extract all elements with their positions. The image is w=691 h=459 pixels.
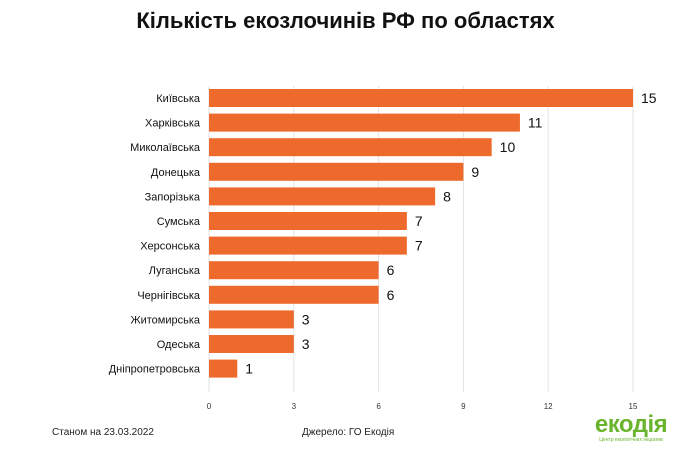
- bar: [209, 187, 436, 206]
- logo-tagline: Центр екологічних ініціатив: [599, 437, 663, 443]
- ekodiia-logo: екодія Центр екологічних ініціатив: [585, 413, 677, 453]
- x-tick-label: 0: [207, 402, 212, 411]
- x-tick-label: 3: [292, 402, 297, 411]
- category-label: Донецька: [151, 167, 201, 179]
- category-label: Київська: [156, 93, 201, 105]
- x-tick-label: 6: [376, 402, 381, 411]
- bar: [209, 89, 633, 107]
- bar: [209, 138, 492, 157]
- value-label: 1: [245, 361, 253, 377]
- category-label: Херсонська: [140, 241, 201, 253]
- source-note: Джерело: ГО Екодія: [302, 427, 395, 438]
- bar: [209, 310, 294, 329]
- category-label: Житомирська: [130, 314, 200, 326]
- chart-title: Кількість екозлочинів РФ по областях: [136, 8, 555, 33]
- bar: [209, 285, 379, 304]
- value-label: 8: [443, 188, 451, 204]
- value-label: 15: [641, 90, 657, 106]
- value-label: 7: [415, 213, 423, 229]
- value-label: 7: [415, 238, 423, 254]
- x-axis-ticks: 0 3 6 9 12 15: [207, 402, 638, 411]
- x-tick-label: 15: [629, 402, 638, 411]
- bars: [209, 89, 633, 378]
- bar: [209, 359, 238, 378]
- value-label: 11: [528, 115, 543, 131]
- value-label: 3: [302, 311, 310, 327]
- category-label: Харківська: [145, 118, 201, 130]
- bar: [209, 335, 294, 353]
- category-label: Луганська: [149, 265, 201, 277]
- category-label: Одеська: [157, 339, 201, 351]
- value-labels: 15 11 10 9 8 7 7 6 6 3 3 1: [245, 90, 657, 377]
- category-labels: Київська Харківська Миколаївська Донецька За…: [109, 93, 201, 376]
- category-label: Сумська: [157, 216, 201, 228]
- logo-wordmark: екодія: [594, 411, 668, 438]
- x-tick-label: 9: [461, 402, 466, 411]
- x-tick-label: 12: [544, 402, 553, 411]
- bar: [209, 113, 520, 132]
- category-label: Запорізька: [145, 191, 201, 203]
- value-label: 6: [387, 262, 395, 278]
- value-label: 9: [471, 164, 479, 180]
- category-label: Чернігівська: [137, 290, 201, 302]
- value-label: 10: [500, 139, 516, 155]
- bar: [209, 212, 407, 230]
- bar: [209, 261, 379, 280]
- category-label: Миколаївська: [130, 142, 201, 154]
- date-note: Станом на 23.03.2022: [52, 427, 154, 438]
- value-label: 3: [302, 336, 310, 352]
- bar: [209, 162, 464, 181]
- value-label: 6: [387, 287, 395, 303]
- category-label: Дніпропетровська: [109, 364, 201, 376]
- bar: [209, 236, 407, 255]
